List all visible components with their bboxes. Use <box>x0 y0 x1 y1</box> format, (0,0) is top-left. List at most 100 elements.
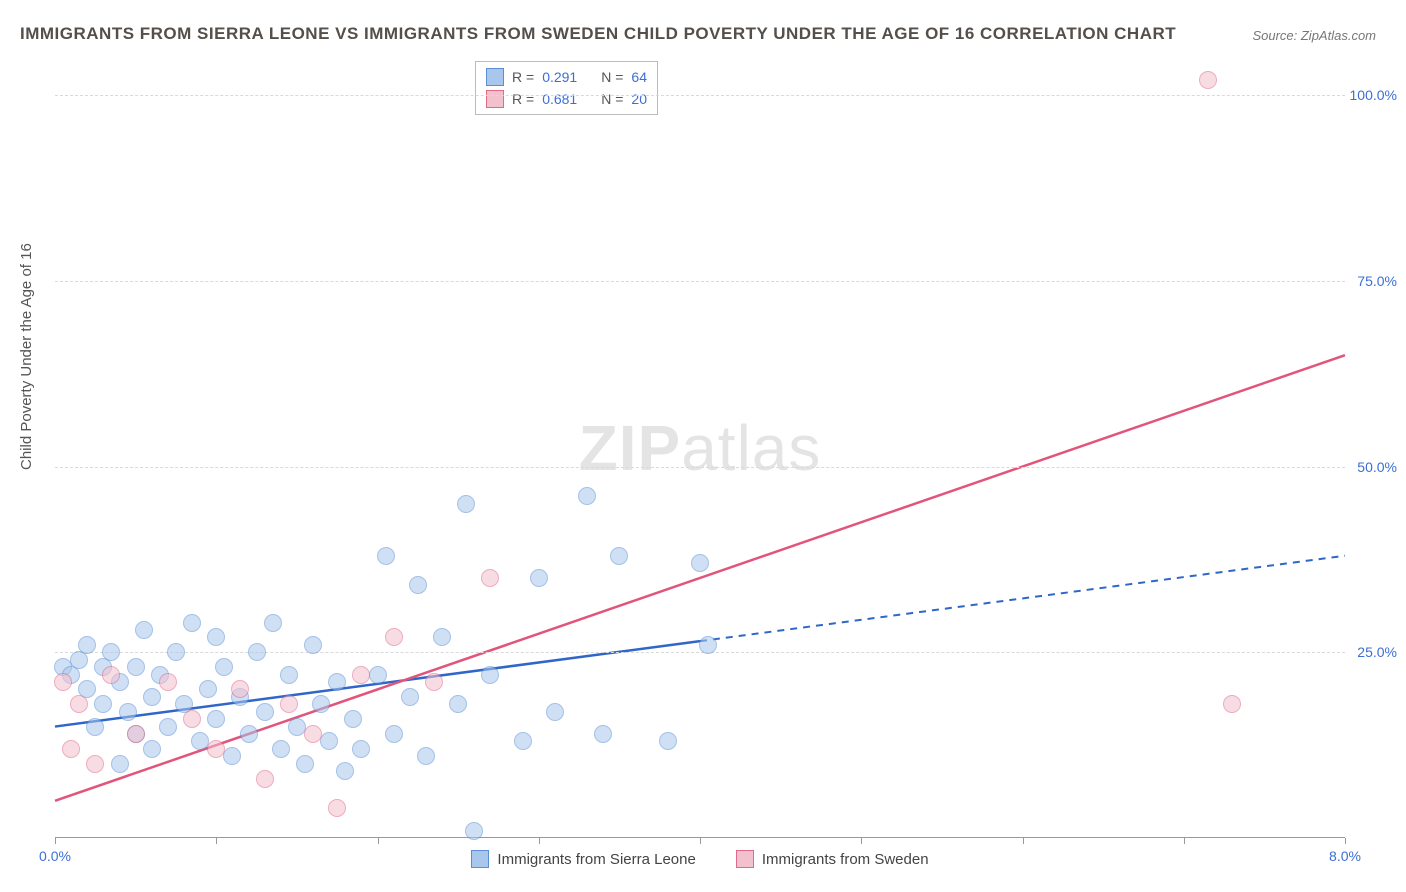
data-point <box>425 673 443 691</box>
data-point <box>449 695 467 713</box>
data-point <box>659 732 677 750</box>
data-point <box>183 710 201 728</box>
data-point <box>699 636 717 654</box>
data-point <box>256 770 274 788</box>
legend-swatch <box>736 850 754 868</box>
data-point <box>304 725 322 743</box>
data-point <box>530 569 548 587</box>
data-point <box>135 621 153 639</box>
data-point <box>401 688 419 706</box>
n-value: 64 <box>631 66 647 88</box>
data-point <box>199 680 217 698</box>
data-point <box>433 628 451 646</box>
data-point <box>344 710 362 728</box>
gridline <box>55 281 1345 282</box>
n-value: 20 <box>631 88 647 110</box>
legend-swatch <box>486 68 504 86</box>
data-point <box>231 680 249 698</box>
data-point <box>296 755 314 773</box>
x-tick <box>700 838 701 844</box>
data-point <box>328 673 346 691</box>
data-point <box>1199 71 1217 89</box>
x-tick <box>539 838 540 844</box>
y-tick-label: 50.0% <box>1357 459 1397 475</box>
data-point <box>143 688 161 706</box>
data-point <box>264 614 282 632</box>
x-tick <box>861 838 862 844</box>
data-point <box>328 799 346 817</box>
data-point <box>385 628 403 646</box>
data-point <box>223 747 241 765</box>
data-point <box>1223 695 1241 713</box>
x-tick <box>378 838 379 844</box>
source-label: Source: ZipAtlas.com <box>1252 28 1376 43</box>
data-point <box>102 666 120 684</box>
data-point <box>127 725 145 743</box>
data-point <box>207 628 225 646</box>
data-point <box>465 822 483 840</box>
data-point <box>481 569 499 587</box>
data-point <box>256 703 274 721</box>
data-point <box>481 666 499 684</box>
legend-label: Immigrants from Sweden <box>762 851 929 868</box>
data-point <box>119 703 137 721</box>
legend-swatch <box>471 850 489 868</box>
data-point <box>54 673 72 691</box>
data-point <box>86 755 104 773</box>
data-point <box>127 658 145 676</box>
legend-stats: R =0.291N =64R =0.681N =20 <box>475 61 658 115</box>
data-point <box>215 658 233 676</box>
legend-swatch <box>486 90 504 108</box>
data-point <box>320 732 338 750</box>
data-point <box>385 725 403 743</box>
x-tick <box>1023 838 1024 844</box>
data-point <box>514 732 532 750</box>
watermark: ZIPatlas <box>579 411 822 485</box>
legend-label: Immigrants from Sierra Leone <box>497 851 695 868</box>
data-point <box>546 703 564 721</box>
data-point <box>159 718 177 736</box>
data-point <box>304 636 322 654</box>
x-tick <box>1184 838 1185 844</box>
y-tick-label: 25.0% <box>1357 644 1397 660</box>
r-value: 0.681 <box>542 88 577 110</box>
r-value: 0.291 <box>542 66 577 88</box>
data-point <box>610 547 628 565</box>
data-point <box>159 673 177 691</box>
data-point <box>240 725 258 743</box>
x-tick <box>55 838 56 844</box>
data-point <box>352 666 370 684</box>
legend-stat-row: R =0.291N =64 <box>486 66 647 88</box>
data-point <box>167 643 185 661</box>
data-point <box>417 747 435 765</box>
data-point <box>70 695 88 713</box>
data-point <box>272 740 290 758</box>
n-label: N = <box>601 66 623 88</box>
data-point <box>183 614 201 632</box>
data-point <box>102 643 120 661</box>
r-label: R = <box>512 88 534 110</box>
data-point <box>691 554 709 572</box>
data-point <box>143 740 161 758</box>
x-tick <box>216 838 217 844</box>
legend-item: Immigrants from Sierra Leone <box>471 850 695 868</box>
data-point <box>352 740 370 758</box>
data-point <box>336 762 354 780</box>
data-point <box>62 740 80 758</box>
data-point <box>207 740 225 758</box>
data-point <box>409 576 427 594</box>
data-point <box>280 695 298 713</box>
data-point <box>111 755 129 773</box>
data-point <box>248 643 266 661</box>
data-point <box>377 547 395 565</box>
y-axis-label: Child Poverty Under the Age of 16 <box>18 243 35 470</box>
data-point <box>78 636 96 654</box>
data-point <box>312 695 330 713</box>
data-point <box>280 666 298 684</box>
chart-title: IMMIGRANTS FROM SIERRA LEONE VS IMMIGRAN… <box>20 24 1176 44</box>
data-point <box>86 718 104 736</box>
n-label: N = <box>601 88 623 110</box>
data-point <box>578 487 596 505</box>
y-tick-label: 75.0% <box>1357 273 1397 289</box>
scatter-plot: ZIPatlas R =0.291N =64R =0.681N =20 25.0… <box>55 58 1345 838</box>
